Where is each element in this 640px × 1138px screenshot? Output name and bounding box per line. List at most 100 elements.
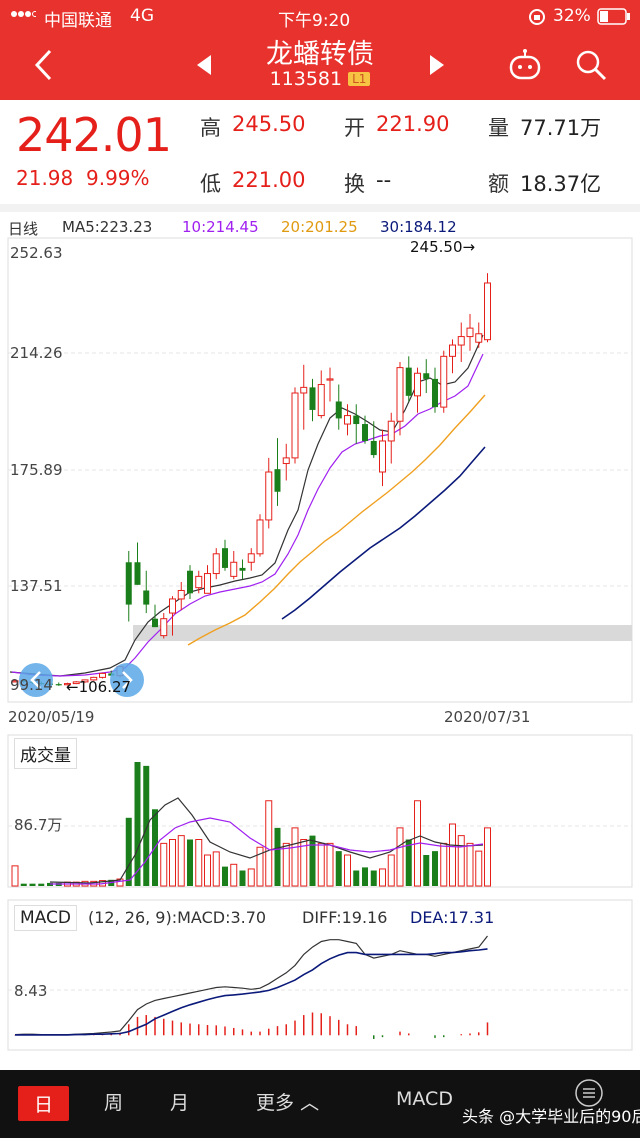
volume-bar	[11, 865, 19, 887]
volume-bar	[396, 827, 404, 887]
volume-bar	[440, 842, 448, 887]
candle	[326, 378, 334, 381]
candle	[169, 598, 176, 614]
candle	[152, 618, 158, 628]
section-divider	[0, 204, 640, 212]
ma5-line	[9, 334, 484, 677]
gap-highlight	[133, 625, 632, 641]
volume-bar	[370, 870, 377, 886]
volume-bar	[282, 842, 290, 887]
high-label: 高	[200, 116, 221, 140]
macd-params: (12, 26, 9):MACD:3.70	[88, 908, 267, 927]
carrier-label: 中国联通	[44, 11, 112, 31]
volume-bar	[291, 827, 299, 887]
ma20-line	[187, 394, 486, 646]
volume-bar	[335, 851, 342, 886]
volume-bar	[362, 867, 368, 886]
top-header: 中国联通 4G 下午9:20 32% 龙蟠转债 113581 L1	[0, 0, 640, 100]
open-label: 开	[344, 116, 365, 140]
scroll-left-button[interactable]	[19, 663, 53, 697]
scroll-right-button[interactable]	[110, 663, 144, 697]
candle	[195, 575, 203, 589]
dea-line	[15, 948, 488, 1036]
period-label[interactable]: 日线	[8, 220, 39, 238]
menu-icon[interactable]	[574, 1078, 604, 1112]
candle	[335, 401, 342, 419]
search-icon[interactable]	[574, 48, 608, 86]
dea-value: DEA:17.31	[410, 908, 495, 927]
candle	[256, 519, 264, 555]
volume-bar	[222, 866, 228, 886]
candle	[72, 681, 80, 685]
volume-bar	[143, 765, 150, 886]
candle	[387, 420, 395, 442]
candle	[370, 440, 377, 456]
charts-canvas[interactable]	[0, 0, 640, 1070]
candle	[282, 457, 290, 465]
volume-bar	[405, 839, 412, 886]
macd-indicator-tag[interactable]: MACD	[14, 905, 77, 931]
tab-month[interactable]: 月	[170, 1092, 190, 1114]
volume-bars	[11, 762, 491, 887]
candle	[484, 282, 491, 341]
candle	[457, 336, 465, 346]
amount-label: 额	[488, 172, 509, 196]
network-label: 4G	[130, 6, 154, 26]
volume-bar	[466, 842, 474, 887]
candle	[160, 618, 168, 637]
volume-bar	[160, 842, 168, 887]
tab-macd[interactable]: MACD	[396, 1088, 453, 1110]
volume-bar	[309, 835, 316, 886]
volume-bar	[317, 842, 325, 887]
candle	[247, 553, 255, 563]
tab-more[interactable]: 更多 ︿	[256, 1088, 319, 1115]
candle	[125, 562, 132, 605]
volume-bar	[300, 839, 308, 887]
tab-macd-label: MACD	[396, 1088, 453, 1110]
volume-ma5-line	[49, 797, 484, 884]
level-badge: L1	[348, 72, 371, 86]
y-tick-4: 137.51	[10, 577, 63, 595]
volume-frame	[7, 734, 633, 888]
volume-bar	[177, 835, 185, 887]
candle	[362, 424, 368, 441]
low-label: 低	[200, 172, 221, 196]
clock: 下午9:20	[278, 11, 351, 31]
candle	[344, 415, 351, 425]
candle	[353, 415, 360, 425]
volume-bar	[247, 868, 255, 887]
volume-bar	[265, 800, 273, 887]
quote-panel: 242.01 21.98 9.99% 高 245.50 低 221.00 开 2…	[0, 100, 640, 210]
volume-label: 量	[488, 116, 509, 140]
volume-bar	[230, 863, 238, 887]
bottom-period-bar	[0, 1070, 640, 1138]
candle	[212, 553, 220, 575]
candle	[11, 680, 19, 683]
volume-bar	[423, 855, 430, 886]
y-tick-3: 175.89	[10, 461, 63, 479]
candle	[222, 548, 228, 568]
y-tick-1: 252.63	[10, 244, 63, 262]
back-icon[interactable]	[32, 48, 54, 86]
volume-ma10-line	[50, 817, 484, 885]
open-value: 221.90	[376, 112, 450, 136]
candle	[475, 333, 483, 343]
price-change: 21.98 9.99%	[16, 166, 150, 190]
next-stock-icon[interactable]	[428, 54, 446, 80]
candle	[317, 384, 325, 417]
robot-assistant-icon[interactable]	[507, 48, 543, 86]
candle	[90, 676, 98, 681]
volume-bar	[134, 762, 141, 886]
candle	[466, 327, 474, 338]
ma20-legend: 20:201.25	[281, 218, 358, 236]
prev-stock-icon[interactable]	[195, 54, 213, 80]
volume-indicator-tag[interactable]: 成交量	[14, 738, 77, 769]
tab-day[interactable]: 日	[18, 1086, 70, 1121]
volume-bar	[432, 851, 438, 886]
volume-bar	[169, 839, 176, 887]
candles	[11, 273, 491, 686]
ma30-line	[281, 446, 486, 620]
ma10-legend: 10:214.45	[182, 218, 259, 236]
tab-week[interactable]: 周	[104, 1092, 124, 1114]
candle	[143, 590, 150, 605]
